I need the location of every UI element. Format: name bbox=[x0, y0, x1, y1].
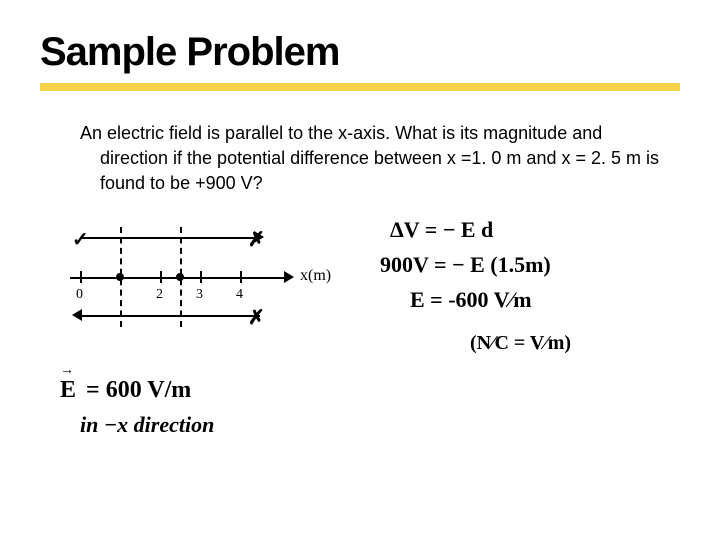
answer-direction: in −x direction bbox=[80, 412, 214, 438]
slide-container: Sample Problem An electric field is para… bbox=[0, 0, 720, 540]
answer-value: = 600 V/m bbox=[86, 377, 191, 403]
tick-2 bbox=[160, 271, 162, 283]
equation-solve-e: E = -600 V⁄m bbox=[410, 287, 532, 313]
problem-statement: An electric field is parallel to the x-a… bbox=[80, 121, 680, 197]
tick-label-2: 2 bbox=[156, 287, 163, 303]
tick-0 bbox=[80, 271, 82, 283]
bottom-field-arrow bbox=[80, 315, 260, 317]
accept-mark-icon: ✓ bbox=[72, 227, 89, 252]
x-axis-arrowhead bbox=[284, 271, 294, 283]
tick-4 bbox=[240, 271, 242, 283]
equation-units: (N⁄C = V⁄m) bbox=[470, 332, 571, 355]
reject-mark-icon: ✗ bbox=[248, 227, 265, 252]
axis-diagram: ✗ ✓ 0 2 3 4 ✗ x(m) bbox=[50, 217, 350, 357]
tick-label-4: 4 bbox=[236, 287, 243, 303]
tick-label-0: 0 bbox=[76, 287, 83, 303]
title-underline bbox=[40, 83, 680, 91]
tick-label-3: 3 bbox=[196, 287, 203, 303]
e-vector-symbol: E bbox=[60, 377, 76, 403]
top-field-arrow bbox=[80, 237, 260, 239]
page-title: Sample Problem bbox=[40, 30, 680, 75]
equation-substitute: 900V = − E (1.5m) bbox=[380, 252, 551, 278]
point-dot-2 bbox=[176, 273, 184, 281]
bottom-reject-mark-icon: ✗ bbox=[248, 305, 265, 330]
point-dot-1 bbox=[116, 273, 124, 281]
bottom-arrow-head bbox=[72, 309, 82, 321]
equation-dv: ΔV = − E d bbox=[390, 217, 493, 243]
tick-3 bbox=[200, 271, 202, 283]
answer-magnitude: E = 600 V/m bbox=[60, 377, 191, 404]
handwritten-work: ✗ ✓ 0 2 3 4 ✗ x(m) bbox=[40, 217, 680, 497]
axis-label: x(m) bbox=[300, 267, 331, 285]
